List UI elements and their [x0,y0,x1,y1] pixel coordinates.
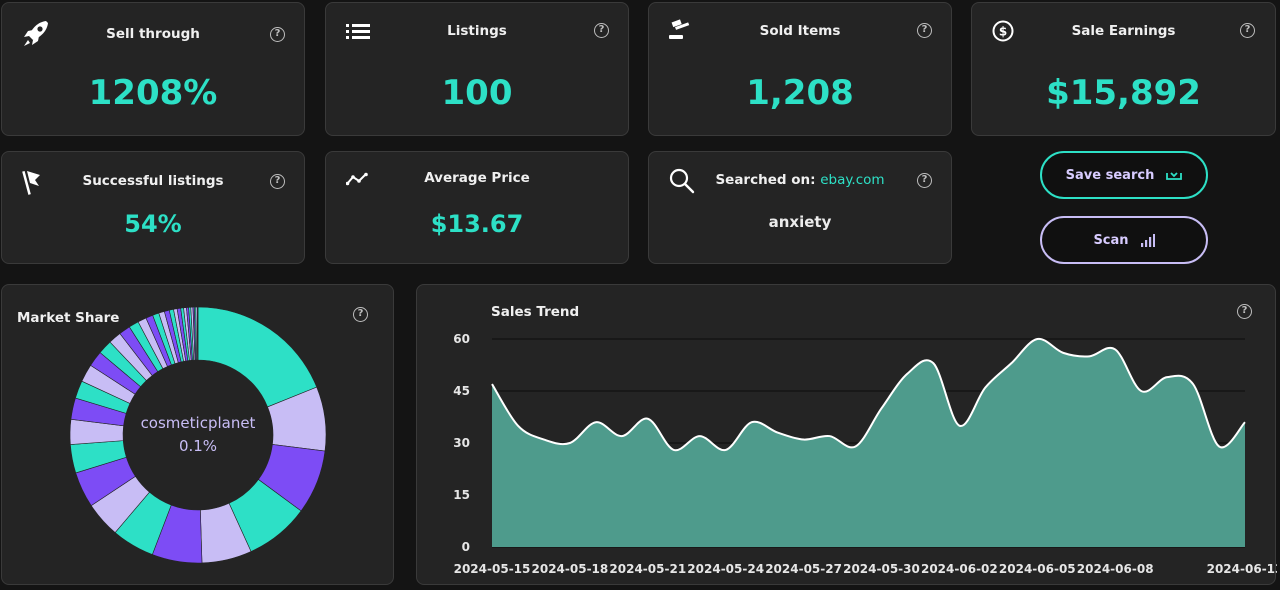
sales-line [491,337,1246,452]
listings-help-icon[interactable]: ? [594,23,609,38]
save-search-button[interactable]: Save search [1040,151,1208,199]
y-tick-label: 0 [462,540,470,554]
signal-bars-icon [1140,233,1155,247]
trend-line-icon [346,172,368,186]
successful-listings-title: Successful listings [82,173,224,189]
x-tick-label: 2024-06-05 [999,562,1076,576]
y-tick-label: 45 [453,384,470,398]
searched-on-help-icon[interactable]: ? [917,173,932,188]
sale-earnings-card: $ Sale Earnings ? $15,892 [971,2,1276,136]
x-tick-label: 2024-06-13 [1207,562,1277,576]
inbox-download-icon [1166,172,1183,180]
searched-on-site[interactable]: ebay.com [820,172,885,188]
sales-trend-title: Sales Trend [491,304,580,320]
sell-through-value: 1208% [88,73,218,113]
scan-button[interactable]: Scan [1040,216,1208,264]
sales-area [492,338,1245,547]
sell-through-card: Sell through ? 1208% [1,2,305,136]
sell-through-title: Sell through [106,26,200,42]
scan-label: Scan [1093,232,1129,248]
sold-items-title: Sold Items [759,23,841,39]
sold-items-value: 1,208 [746,73,854,113]
gavel-icon [669,19,690,39]
listings-title: Listings [447,23,507,39]
donut-center-label: cosmeticplanet [140,414,256,432]
svg-text:$: $ [999,25,1007,39]
successful-listings-card: Successful listings ? 54% [1,151,305,264]
successful-listings-value: 54% [124,210,182,238]
search-query: anxiety [768,213,832,231]
sold-items-help-icon[interactable]: ? [917,23,932,38]
listings-card: Listings ? 100 [325,2,629,136]
x-tick-label: 2024-05-15 [454,562,531,576]
dollar-circle-icon: $ [992,20,1014,42]
donut-slice[interactable] [196,306,199,361]
market-share-card: Market Share ? cosmeticplanet 0.1% [1,284,394,585]
searched-on-card: Searched on: ebay.com ? anxiety [648,151,952,264]
market-share-title: Market Share [17,310,120,326]
average-price-title: Average Price [424,170,530,186]
x-tick-label: 2024-05-27 [765,562,842,576]
average-price-card: Average Price $13.67 [325,151,629,264]
sell-through-help-icon[interactable]: ? [270,27,285,42]
x-tick-label: 2024-06-08 [1077,562,1154,576]
x-tick-label: 2024-06-02 [921,562,998,576]
market-share-donut-chart [69,306,327,564]
donut-slice[interactable] [197,306,318,408]
x-tick-label: 2024-05-18 [532,562,609,576]
searched-on-title: Searched on: ebay.com [649,172,951,188]
searched-on-label: Searched on: [715,172,816,188]
x-tick-label: 2024-05-30 [843,562,920,576]
flag-icon [22,170,40,195]
y-tick-label: 15 [453,488,470,502]
sales-trend-help-icon[interactable]: ? [1237,304,1252,319]
average-price-value: $13.67 [430,210,524,238]
y-tick-label: 60 [453,332,470,346]
y-tick-label: 30 [453,436,470,450]
listings-value: 100 [441,73,513,113]
x-tick-label: 2024-05-21 [609,562,686,576]
donut-center-value: 0.1% [178,437,218,455]
rocket-icon [24,21,48,46]
save-search-label: Save search [1065,167,1155,183]
x-tick-label: 2024-05-24 [687,562,764,576]
list-icon [346,24,370,39]
search-icon [669,168,695,194]
market-share-help-icon[interactable]: ? [353,307,368,322]
sale-earnings-help-icon[interactable]: ? [1240,23,1255,38]
sale-earnings-title: Sale Earnings [1071,23,1176,39]
successful-listings-help-icon[interactable]: ? [270,174,285,189]
sale-earnings-value: $15,892 [1046,73,1201,113]
sales-trend-card: Sales Trend ? 0 15 30 45 60 2024-05-15 2024-05… [416,284,1277,585]
sold-items-card: Sold Items ? 1,208 [648,2,952,136]
